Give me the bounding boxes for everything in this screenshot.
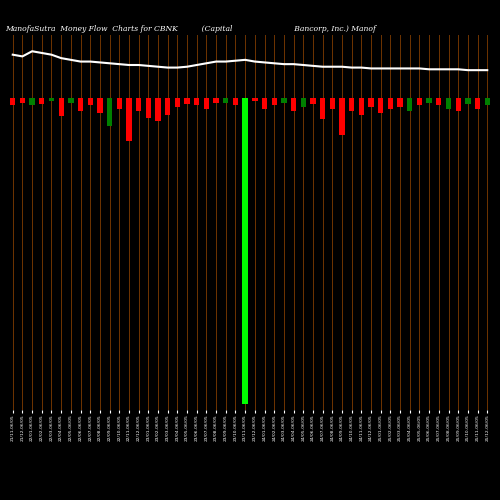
Bar [136, 98, 141, 112]
Bar [281, 98, 286, 102]
Bar [407, 98, 412, 112]
Bar [97, 98, 102, 113]
Bar [417, 98, 422, 105]
Bar [233, 98, 238, 105]
Bar [291, 98, 296, 112]
Bar [426, 98, 432, 102]
Bar [446, 98, 451, 109]
Bar [39, 98, 44, 104]
Bar [68, 98, 73, 102]
Text: ManofaSutra  Money Flow  Charts for CBNK          (Capital                      : ManofaSutra Money Flow Charts for CBNK (… [5, 25, 376, 33]
Bar [146, 98, 151, 117]
Bar [223, 98, 228, 102]
Bar [242, 98, 248, 160]
Bar [30, 98, 35, 105]
Bar [378, 98, 384, 113]
Bar [340, 98, 344, 135]
Bar [262, 98, 267, 109]
Bar [310, 98, 316, 104]
Bar [49, 98, 54, 100]
Bar [358, 98, 364, 115]
Bar [194, 98, 200, 105]
Bar [214, 98, 219, 102]
Bar [465, 98, 470, 104]
Bar [78, 98, 83, 112]
Bar [10, 98, 16, 105]
Bar [484, 98, 490, 105]
Bar [242, 98, 248, 404]
Bar [475, 98, 480, 109]
Bar [126, 98, 132, 141]
Bar [20, 98, 25, 102]
Bar [58, 98, 64, 116]
Bar [368, 98, 374, 107]
Bar [156, 98, 160, 121]
Bar [252, 98, 258, 100]
Bar [107, 98, 112, 126]
Bar [174, 98, 180, 107]
Bar [300, 98, 306, 107]
Bar [165, 98, 170, 115]
Bar [436, 98, 442, 105]
Bar [88, 98, 93, 105]
Bar [204, 98, 209, 109]
Bar [320, 98, 326, 120]
Bar [184, 98, 190, 104]
Bar [116, 98, 122, 109]
Bar [349, 98, 354, 112]
Bar [330, 98, 335, 109]
Bar [272, 98, 277, 105]
Bar [456, 98, 461, 112]
Bar [388, 98, 393, 109]
Bar [398, 98, 403, 107]
